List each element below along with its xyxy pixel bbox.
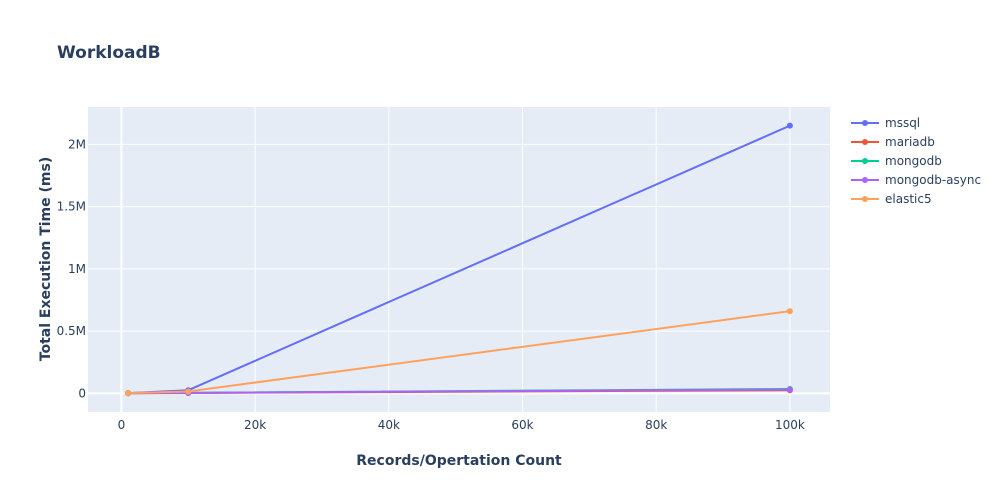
y-axis-title: Total Execution Time (ms) [38,157,54,361]
x-tick-labels: 0 20k 40k 60k 80k 100k [118,418,805,432]
legend-label: mssql [885,116,920,130]
data-point[interactable] [786,308,793,315]
legend[interactable]: mssql mariadb mongodb mongodb-async elastic5 [851,116,981,206]
y-tick-label: 1.5M [57,200,86,214]
legend-label: mongodb [885,154,942,168]
chart-title: WorkloadB [57,43,161,63]
x-tick-label: 40k [378,418,400,432]
legend-marker [862,196,868,202]
legend-marker [862,177,868,183]
legend-marker [862,120,868,126]
x-axis-title: Records/Opertation Count [356,453,562,469]
legend-item-mongodb-async[interactable]: mongodb-async [851,173,981,187]
y-tick-label: 0 [78,386,86,400]
legend-item-mssql[interactable]: mssql [851,116,920,130]
data-point[interactable] [125,390,132,397]
legend-item-mariadb[interactable]: mariadb [851,135,935,149]
data-point[interactable] [786,122,793,129]
series-layer [125,122,793,397]
x-tick-label: 100k [775,418,805,432]
legend-label: elastic5 [885,192,932,206]
y-tick-label: 2M [68,137,86,151]
series-elastic5 [125,308,793,397]
x-tick-label: 20k [244,418,266,432]
legend-marker [862,158,868,164]
y-tick-label: 1M [68,262,86,276]
legend-label: mongodb-async [885,173,981,187]
legend-marker [862,139,868,145]
x-tick-label: 60k [511,418,533,432]
legend-label: mariadb [885,135,935,149]
plot-background [88,107,830,412]
legend-item-mongodb[interactable]: mongodb [851,154,942,168]
y-tick-labels: 0 0.5M 1M 1.5M 2M [57,137,86,400]
legend-item-elastic5[interactable]: elastic5 [851,192,932,206]
y-tick-label: 0.5M [57,324,86,338]
x-tick-label: 0 [118,418,126,432]
data-point[interactable] [786,386,793,393]
data-point[interactable] [185,388,192,395]
x-tick-label: 80k [645,418,667,432]
